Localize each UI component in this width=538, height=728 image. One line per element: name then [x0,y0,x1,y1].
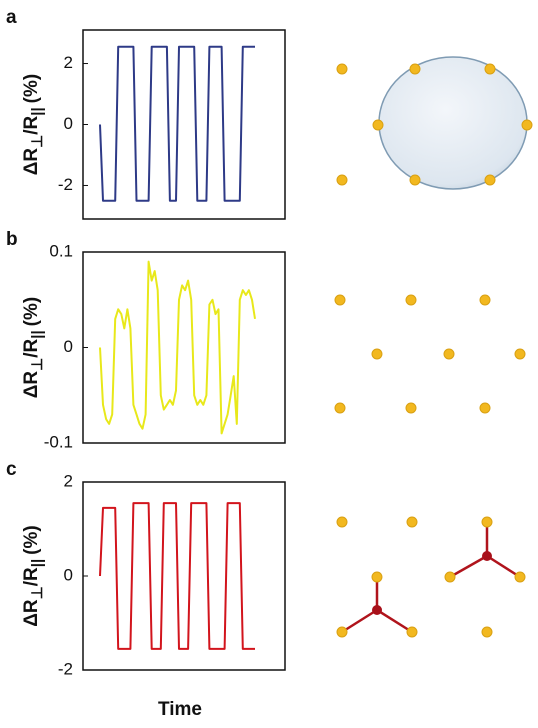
atom [405,402,417,414]
orbit [378,56,528,190]
data-line [99,260,256,435]
y-tick-label: -2 [58,175,73,194]
atom [521,119,533,131]
y-axis-label-part: ΔR [21,599,42,627]
y-axis-label-part: ⊥ [29,358,46,371]
y-axis-label-part: ΔR [21,371,42,399]
plot-frame [82,251,286,444]
panel-label: a [6,7,17,28]
y-axis-label-part: ⊥ [29,586,46,599]
y-axis-label-part: || [29,559,46,567]
x-axis-label: Time [158,699,202,720]
y-axis-label: ΔR⊥/R|| (%) [21,525,46,626]
y-axis-label-part: (%) [21,297,42,327]
atom [334,402,346,414]
y-axis-label-part: /R [21,115,42,134]
atom [334,294,346,306]
atom [406,626,418,638]
plot-frame [82,481,286,671]
bond [376,608,413,634]
atom [405,294,417,306]
y-axis-label-part: ΔR [21,148,42,176]
center [372,605,382,615]
atom [479,402,491,414]
atom [372,119,384,131]
y-axis-label-part: ⊥ [29,135,46,148]
y-tick-label: 2 [64,53,73,72]
atom [481,626,493,638]
atom [479,294,491,306]
atom [484,63,496,75]
data-line [99,45,255,202]
atom [336,174,348,186]
atom [336,63,348,75]
lattice-c [336,516,526,638]
y-axis-label: ΔR⊥/R|| (%) [21,297,46,398]
lattice-b [334,294,526,414]
y-axis-label-part: (%) [21,74,42,104]
panel-label: b [6,229,18,250]
atom [371,348,383,360]
y-tick-label: 0 [64,114,73,133]
y-axis-label-part: /R [21,567,42,586]
atom [443,348,455,360]
atom [514,348,526,360]
y-axis-label-part: (%) [21,525,42,555]
y-tick-label: 0 [64,337,73,356]
y-tick-label: 0 [64,565,73,584]
center [482,551,492,561]
y-tick-label: -2 [58,659,73,678]
atom [336,516,348,528]
atom [409,174,421,186]
y-tick-label: 0.1 [49,241,73,260]
bond [486,554,521,579]
y-axis-label-part: || [29,330,46,338]
atom [514,571,526,583]
y-axis-label-part: || [29,107,46,115]
bond [449,554,488,579]
plot-frame [82,29,286,220]
atom [444,571,456,583]
lattice-a [336,56,533,190]
panel-label: c [6,459,17,480]
data-line [99,502,255,650]
atom [484,174,496,186]
atom [406,516,418,528]
y-axis-label: ΔR⊥/R|| (%) [21,74,46,175]
y-tick-label: -0.1 [44,432,73,451]
atom [336,626,348,638]
atom [481,516,493,528]
y-tick-label: 2 [64,471,73,490]
y-axis-label-part: /R [21,338,42,357]
atom [371,571,383,583]
bond [341,608,378,634]
atom [409,63,421,75]
